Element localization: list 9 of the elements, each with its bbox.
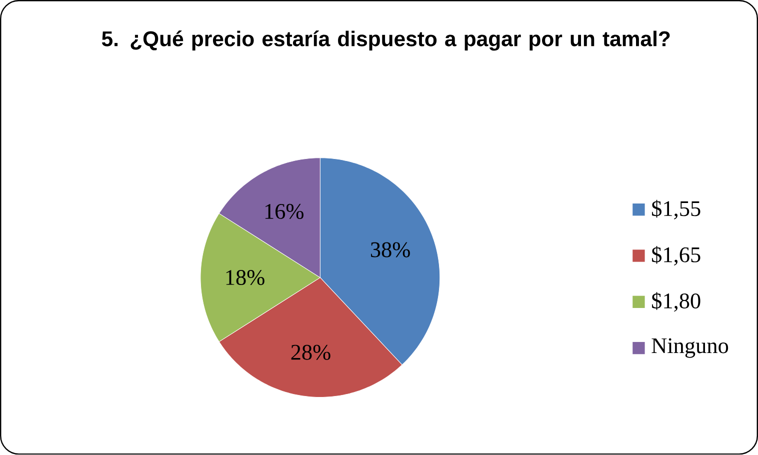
legend-label: $1,80 [652, 292, 700, 312]
legend-label: $1,55 [652, 200, 700, 220]
data-label: 16% [265, 204, 304, 220]
chart-title: 5. ¿Qué precio estaría dispuesto a pagar por un tamal? [102, 30, 670, 51]
data-label: 28% [291, 344, 330, 360]
data-label: 18% [226, 270, 264, 286]
legend-label: Ninguno [652, 338, 728, 358]
data-label: 38% [370, 242, 410, 258]
legend-label: $1,65 [652, 246, 700, 266]
